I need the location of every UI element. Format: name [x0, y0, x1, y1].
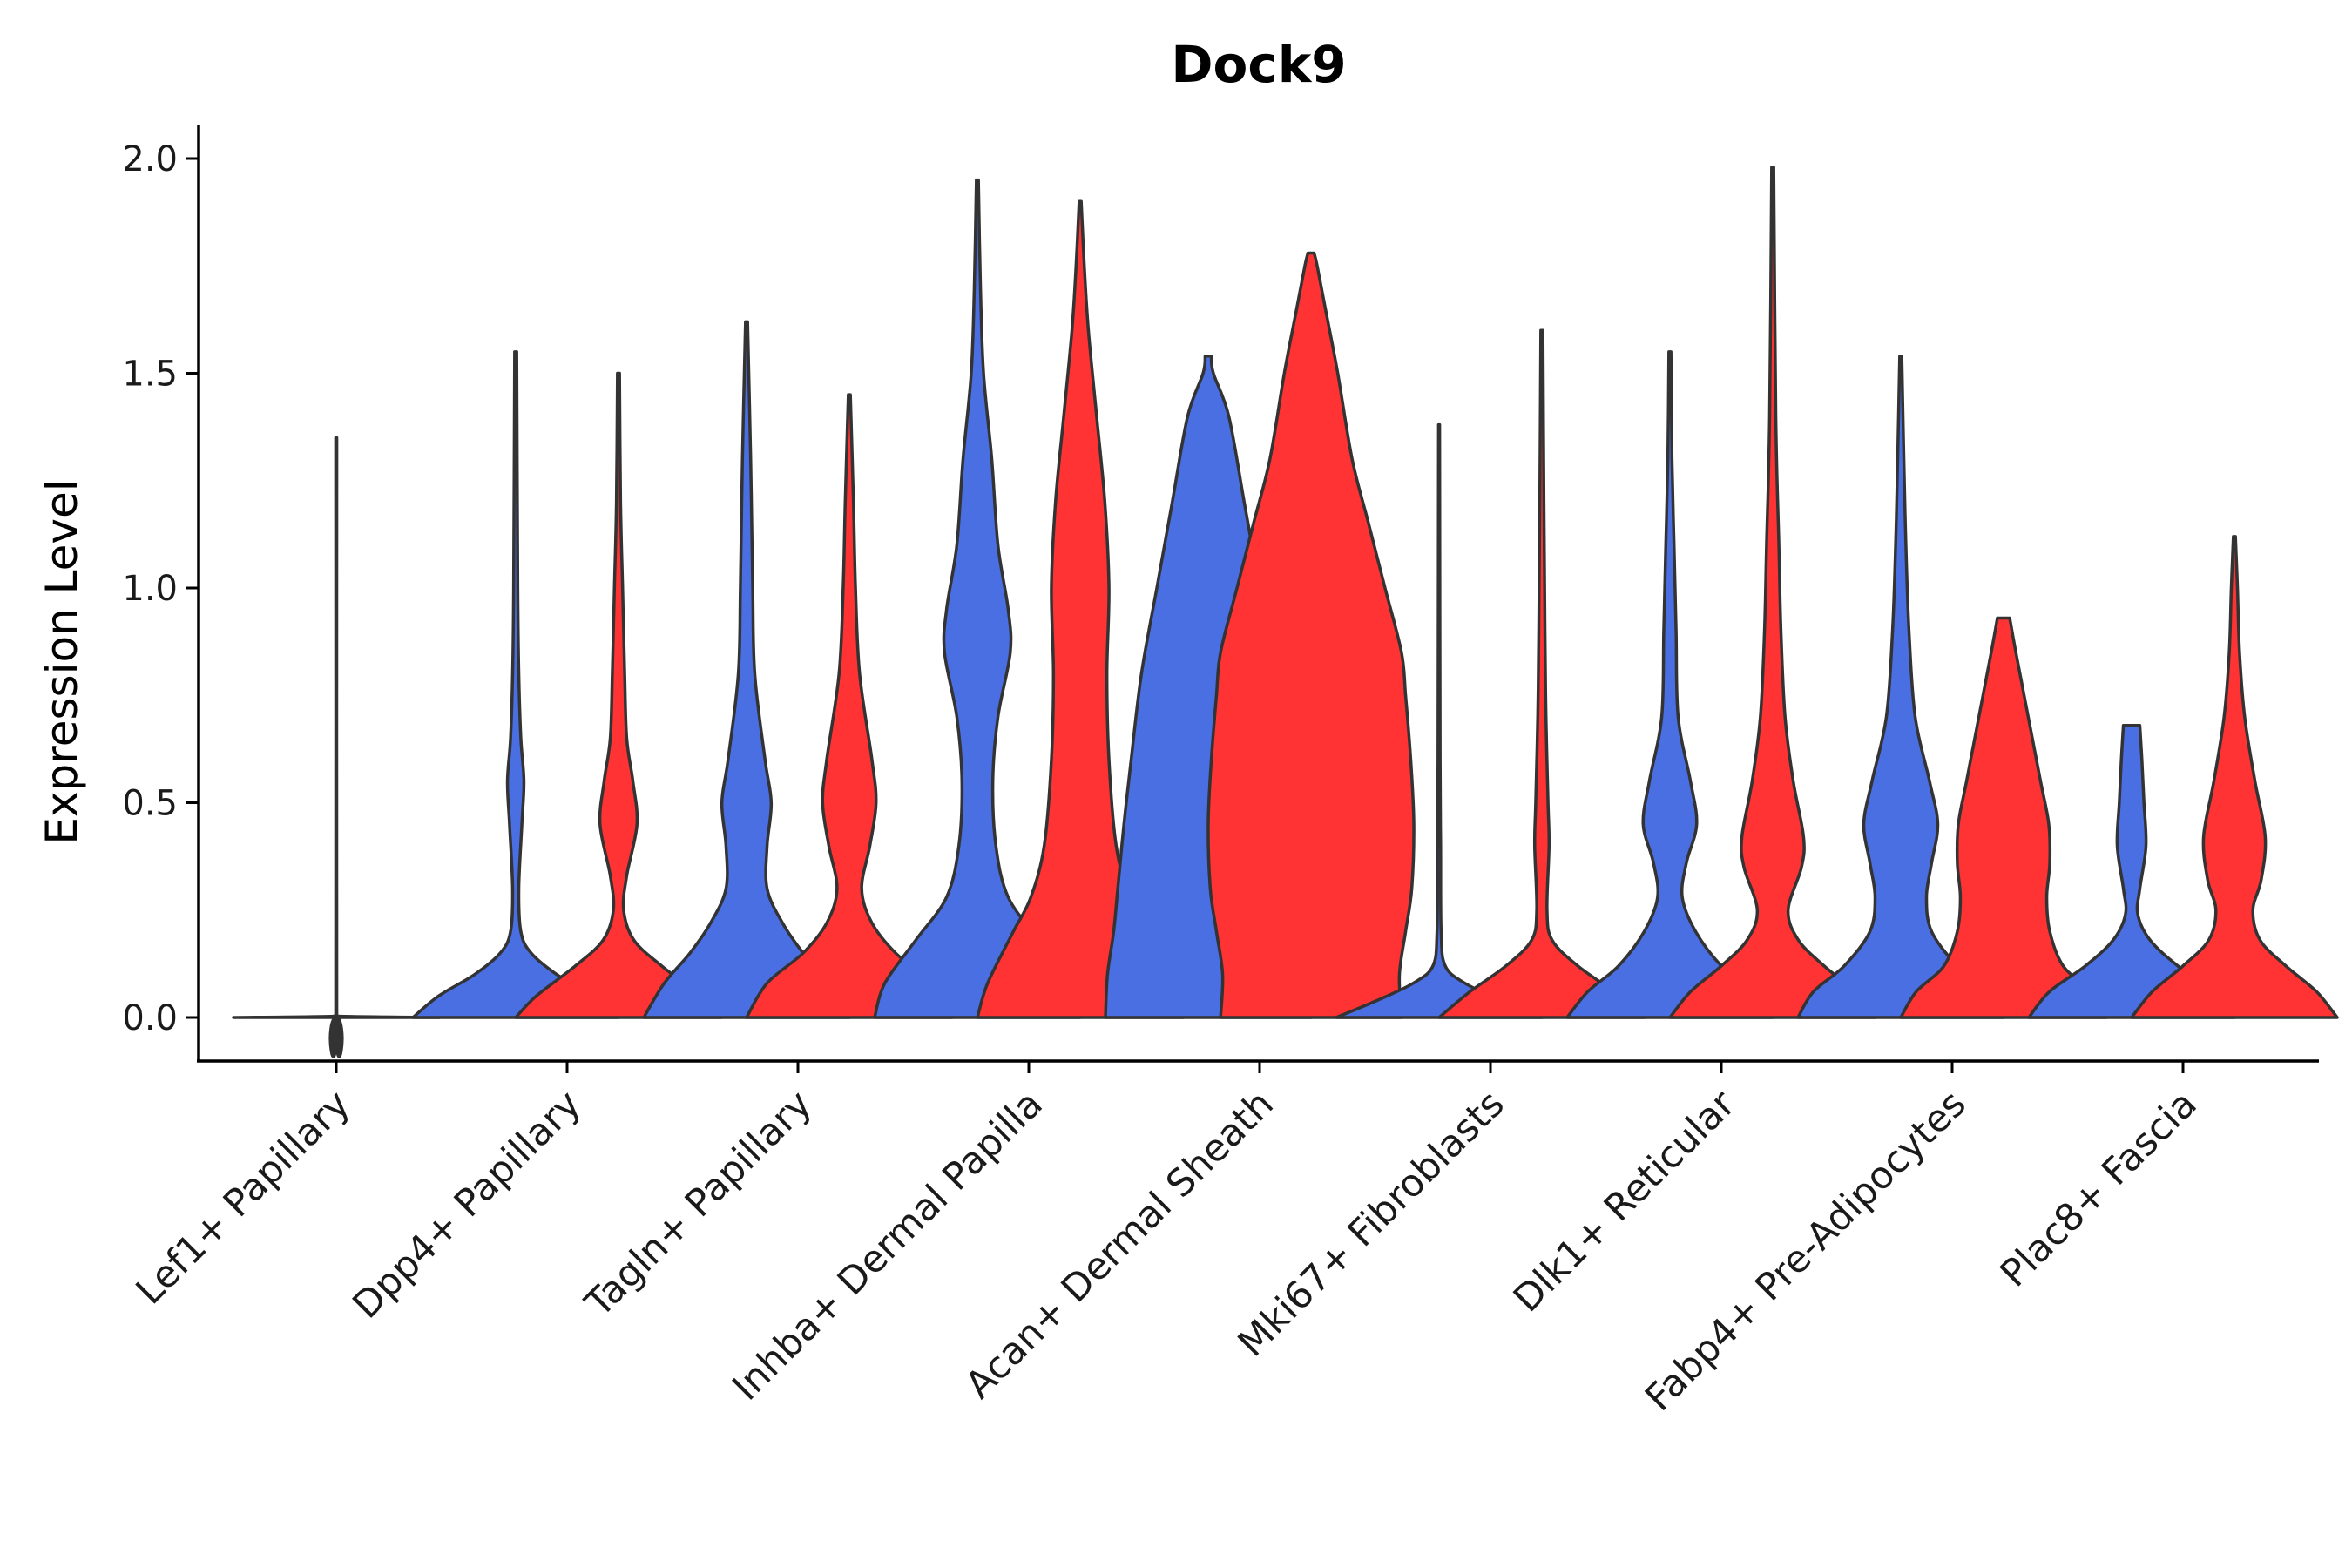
violins-group: [232, 166, 2339, 1058]
violin-red-3: [976, 199, 1185, 1019]
violin-red-5: [1437, 328, 1646, 1019]
violin-blue-1: [411, 350, 620, 1019]
violin-blue-6: [1565, 350, 1774, 1019]
violin-red-8: [2130, 535, 2339, 1019]
y-axis-title: Expression Level: [37, 479, 87, 844]
violin-blue-8: [2027, 724, 2236, 1019]
violin-blue-7: [1796, 355, 2005, 1019]
violin-blue-2: [642, 320, 851, 1019]
y-tick-label: 0.5: [122, 784, 178, 824]
violin-blue-5: [1335, 422, 1544, 1019]
y-tick-label: 1.0: [122, 569, 178, 609]
violin-single-0: [232, 436, 441, 1058]
violin-red-7: [1899, 616, 2108, 1019]
y-tick-label: 0.0: [122, 998, 178, 1038]
violin-red-1: [514, 371, 723, 1019]
violin-red-6: [1668, 166, 1877, 1019]
chart-title: Dock9: [1171, 35, 1346, 94]
y-ticks-group: 0.0 0.5 1.0 1.5 2.0: [122, 139, 199, 1038]
violin-blue-3: [873, 178, 1082, 1019]
plot-area: [232, 166, 2339, 1058]
y-tick-label: 2.0: [122, 139, 178, 179]
violin-red-2: [745, 393, 954, 1019]
y-tick-label: 1.5: [122, 355, 178, 395]
violin-red-4: [1206, 251, 1416, 1019]
